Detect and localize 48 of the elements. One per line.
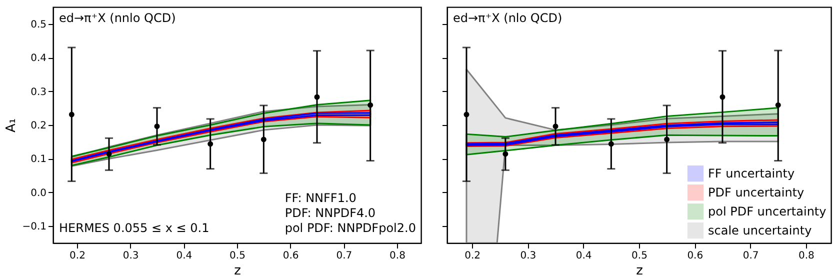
- annotation: PDF: NNPDF4.0: [284, 206, 376, 220]
- x-tick-label: 0.2: [70, 250, 86, 262]
- point: [775, 102, 781, 108]
- annotation: FF: NNFF1.0: [284, 191, 356, 205]
- x-tick-label: 0.2: [464, 250, 480, 262]
- point: [664, 136, 670, 142]
- legend-label: FF uncertainty: [708, 166, 795, 180]
- legend-label: PDF uncertainty: [708, 186, 804, 200]
- x-tick-label: 0.5: [632, 250, 648, 262]
- x-tick-label: 0.6: [687, 250, 704, 262]
- x-tick-label: 0.7: [336, 250, 352, 262]
- y-axis-title: A₁: [4, 118, 20, 133]
- x-tick-label: 0.6: [282, 250, 299, 262]
- x-tick-label: 0.3: [520, 250, 536, 262]
- point: [502, 151, 508, 157]
- y-tick-label: 0.5: [30, 19, 46, 30]
- x-tick-label: 0.5: [230, 250, 246, 262]
- point: [260, 136, 266, 142]
- point: [552, 124, 558, 130]
- point: [208, 141, 214, 147]
- y-tick-label: 0.2: [30, 120, 46, 132]
- y-tick-label: 0.4: [30, 53, 46, 64]
- point: [106, 151, 112, 157]
- point: [608, 141, 614, 147]
- x-tick-label: 0.8: [798, 250, 814, 262]
- point: [464, 112, 470, 118]
- x-tick-label: 0.4: [176, 250, 192, 262]
- x-tick-label: 0.7: [742, 250, 759, 262]
- annotation: pol PDF: NNPDFpol2.0: [284, 221, 416, 235]
- x-tick-label: 0.4: [576, 250, 592, 262]
- point: [154, 124, 160, 130]
- point: [368, 102, 374, 108]
- y-tick-label: 0.1: [30, 154, 46, 166]
- point: [720, 94, 726, 100]
- annotation: HERMES 0.055 ≤ x ≤ 0.1: [59, 221, 210, 235]
- y-tick-label: 0.0: [30, 188, 46, 199]
- point: [68, 112, 74, 118]
- x-axis-title: z: [636, 264, 644, 278]
- point: [314, 94, 320, 100]
- chart-title: ed→π⁺X (nnlo QCD): [59, 11, 176, 25]
- x-tick-label: 0.8: [390, 250, 406, 262]
- y-tick-label: −0.1: [22, 222, 46, 233]
- chart-title: ed→π⁺X (nlo QCD): [453, 11, 562, 25]
- y-tick-label: 0.3: [30, 86, 46, 98]
- legend-label: scale uncertainty: [708, 224, 812, 238]
- x-tick-label: 0.3: [122, 250, 139, 262]
- legend-label: pol PDF uncertainty: [708, 204, 826, 218]
- x-axis-title: z: [234, 264, 242, 278]
